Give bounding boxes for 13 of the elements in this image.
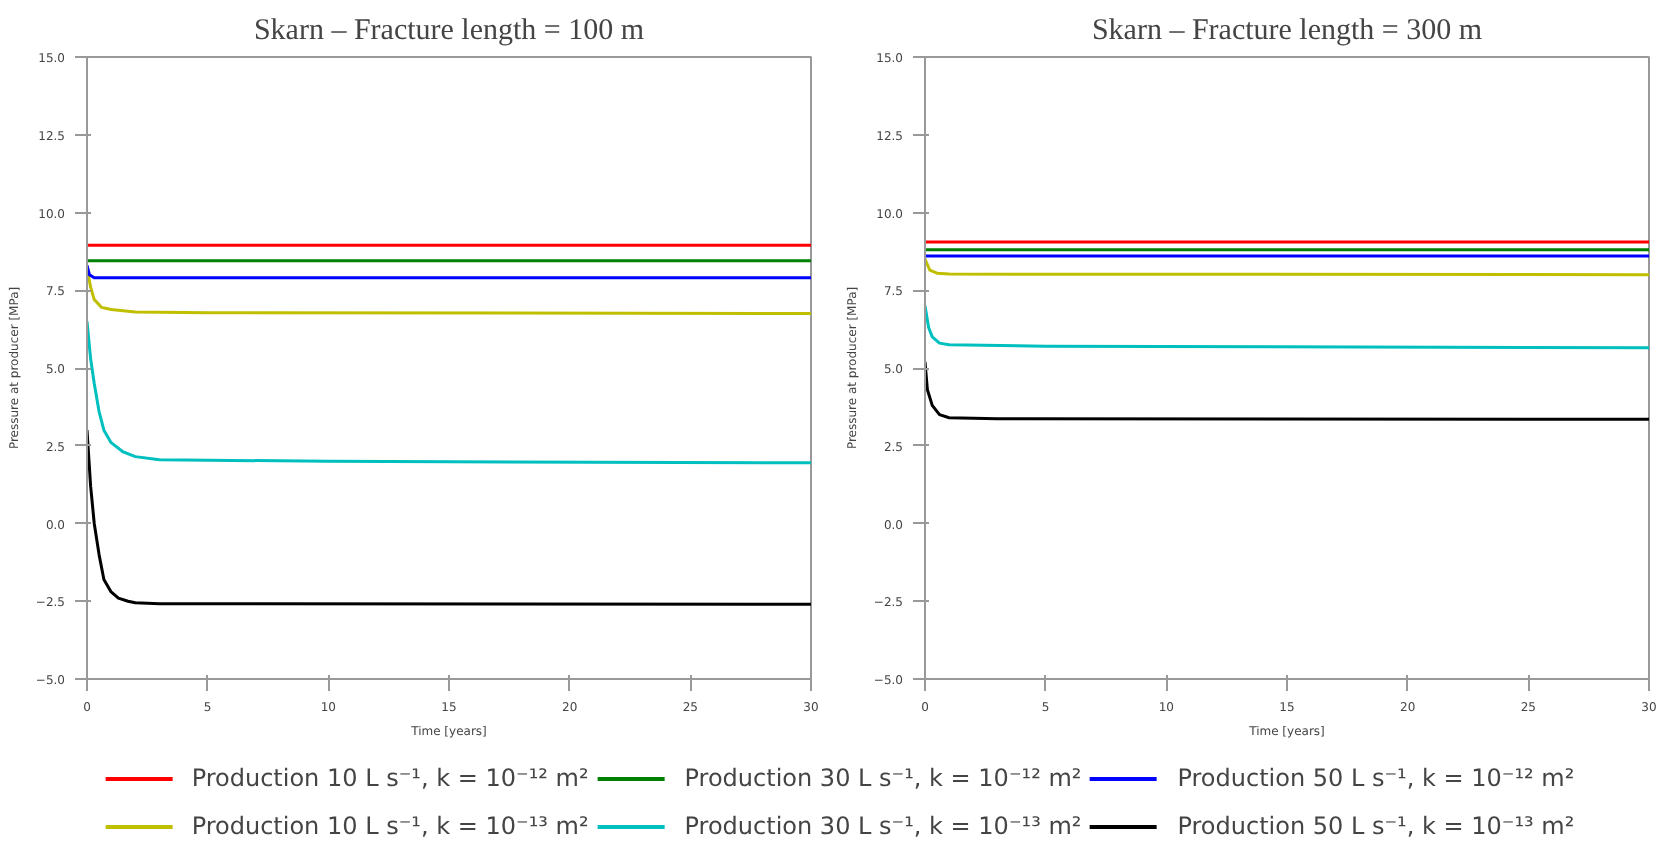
line-series	[925, 304, 1649, 350]
legend-label: Production 50 L s⁻¹, k = 10⁻¹² m²	[1177, 764, 1575, 792]
chart-title: Skarn – Fracture length = 100 m	[253, 15, 645, 47]
line-series	[87, 428, 811, 606]
line-series	[925, 257, 1649, 277]
line-series	[925, 360, 1649, 421]
legend-label: Production 30 L s⁻¹, k = 10⁻¹³ m²	[684, 812, 1082, 840]
legend-label: Production 10 L s⁻¹, k = 10⁻¹² m²	[191, 764, 589, 792]
legend-label: Production 50 L s⁻¹, k = 10⁻¹³ m²	[1177, 812, 1575, 840]
legend-label: Production 10 L s⁻¹, k = 10⁻¹³ m²	[191, 812, 589, 840]
chart-title: Skarn – Fracture length = 300 m	[1091, 15, 1483, 47]
legend-label: Production 30 L s⁻¹, k = 10⁻¹² m²	[684, 764, 1082, 792]
line-series	[87, 319, 811, 465]
